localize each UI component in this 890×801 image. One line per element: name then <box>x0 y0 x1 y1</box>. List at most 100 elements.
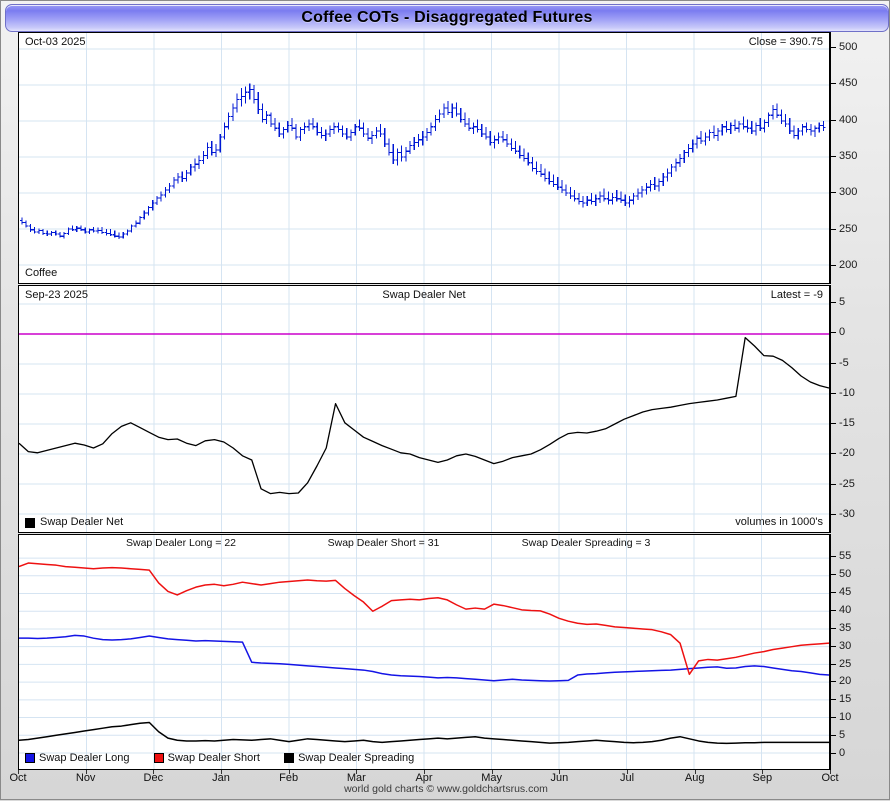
x-axis-tick-label: May <box>481 772 503 784</box>
x-axis-tick-label: Sep <box>752 772 773 784</box>
axis-tick-mark <box>830 362 836 364</box>
axis-tick-label: -20 <box>839 447 855 460</box>
x-axis-tick-label: Dec <box>143 772 164 784</box>
axis-tick-label: 30 <box>839 639 852 652</box>
legend-label-short: Swap Dealer Short <box>167 751 260 764</box>
lss-lines-svg <box>19 535 829 769</box>
axis-tick-label: -5 <box>839 356 849 369</box>
net-plot-area <box>19 286 829 532</box>
lss-plot-area <box>19 535 829 769</box>
axis-tick-mark <box>830 483 836 485</box>
axis-tick-mark <box>830 514 836 515</box>
axis-tick-label: 15 <box>839 693 852 706</box>
axis-tick-label: 200 <box>839 259 858 271</box>
square-swatch-icon <box>25 753 35 763</box>
x-axis-tick-label: Aug <box>684 772 705 784</box>
axis-spine <box>830 534 831 770</box>
axis-tick-mark <box>830 228 836 230</box>
axis-tick-label: 0 <box>839 747 846 759</box>
x-axis-tick-label: Mar <box>346 772 366 784</box>
price-ohlc-svg <box>19 33 829 283</box>
stat-swap-dealer-spreading: Swap Dealer Spreading = 3 <box>521 537 651 549</box>
axis-tick-label: 40 <box>839 603 852 616</box>
axis-tick-label: 10 <box>839 711 852 724</box>
net-title: Swap Dealer Net <box>382 289 466 301</box>
legend-item-spreading: Swap Dealer Spreading <box>284 752 414 764</box>
axis-tick-mark <box>830 302 836 303</box>
axis-tick-label: 500 <box>839 41 858 53</box>
axis-tick-mark <box>830 392 836 394</box>
axis-tick-label: 0 <box>839 326 846 339</box>
axis-tick-mark <box>830 83 836 85</box>
x-axis-tick-mark <box>85 770 87 774</box>
axis-tick-label: -10 <box>839 386 855 399</box>
page-title: Coffee COTs - Disaggregated Futures <box>301 9 593 26</box>
x-axis-tick-label: Nov <box>75 772 96 784</box>
x-axis-tick-mark <box>18 770 19 774</box>
stat-swap-dealer-long: Swap Dealer Long = 22 <box>125 537 237 549</box>
window-title-bar: Coffee COTs - Disaggregated Futures <box>5 4 889 32</box>
footer-attribution: world gold charts © www.goldchartsrus.co… <box>344 783 548 795</box>
axis-tick-label: 35 <box>839 621 852 634</box>
x-axis-tick-mark <box>627 770 628 774</box>
axis-tick-mark <box>830 265 836 266</box>
axis-tick-label: 5 <box>839 296 846 308</box>
x-axis-tick-mark <box>762 770 764 774</box>
net-units-label: volumes in 1000's <box>735 516 823 528</box>
x-axis-tick-mark <box>288 770 290 774</box>
x-axis-tick-mark <box>356 770 358 774</box>
axis-tick-mark <box>830 645 836 647</box>
price-date-label: Oct-03 2025 <box>25 36 86 48</box>
net-date-label: Sep-23 2025 <box>25 289 88 301</box>
square-swatch-icon <box>25 517 35 528</box>
axis-tick-mark <box>830 332 836 334</box>
net-legend-label: Swap Dealer Net <box>40 516 124 528</box>
axis-tick-label: 250 <box>839 222 858 235</box>
square-swatch-icon <box>284 753 295 763</box>
axis-tick-mark <box>830 556 836 558</box>
axis-tick-label: 300 <box>839 186 858 199</box>
net-legend: Swap Dealer Net <box>25 517 123 528</box>
net-latest-label: Latest = -9 <box>770 289 823 301</box>
axis-tick-mark <box>830 156 836 157</box>
axis-tick-label: 25 <box>839 657 852 670</box>
x-axis-tick-label: Apr <box>415 772 433 784</box>
net-line-svg <box>19 286 829 532</box>
axis-tick-label: 20 <box>839 675 852 688</box>
axis-spine <box>830 32 831 284</box>
stat-swap-dealer-short: Swap Dealer Short = 31 <box>327 537 440 549</box>
legend-item-short: Swap Dealer Short <box>153 751 260 764</box>
lss-legend: Swap Dealer Long Swap Dealer Short Swap … <box>25 751 414 767</box>
axis-tick-label: 45 <box>839 585 852 598</box>
axis-tick-mark <box>830 717 836 719</box>
x-axis-tick-label: Jun <box>550 772 569 784</box>
axis-tick-mark <box>830 591 836 593</box>
x-axis-tick-mark <box>830 770 831 774</box>
square-swatch-icon <box>153 753 164 763</box>
axis-tick-label: 350 <box>839 150 858 162</box>
price-close-label: Close = 390.75 <box>748 36 823 48</box>
axis-tick-mark <box>830 699 836 701</box>
long-short-spreading-panel: Swap Dealer Long = 22 Swap Dealer Short … <box>18 534 830 770</box>
x-axis-tick-label: Feb <box>279 772 299 784</box>
axis-spine <box>830 285 831 533</box>
x-axis-tick-mark <box>424 770 425 774</box>
x-axis-tick-mark <box>694 770 696 774</box>
price-series-label: Coffee <box>25 267 58 279</box>
x-axis-tick-mark <box>221 770 222 774</box>
axis-tick-mark <box>830 423 836 425</box>
net-y-axis: -30 -25 -20 -15 -10 -5 0 5 <box>830 285 888 533</box>
x-axis-tick-mark <box>491 770 493 774</box>
axis-tick-mark <box>830 453 836 455</box>
axis-tick-label: -15 <box>839 417 855 430</box>
axis-tick-mark <box>830 627 836 629</box>
x-axis-tick-mark <box>559 770 561 774</box>
axis-tick-label: 5 <box>839 729 846 742</box>
axis-tick-mark <box>830 119 836 121</box>
price-y-axis: 200 250 300 350 400 450 500 <box>830 32 888 284</box>
axis-tick-label: 55 <box>839 550 852 563</box>
swap-dealer-net-panel: Sep-23 2025 Swap Dealer Net Latest = -9 … <box>18 285 830 533</box>
x-axis-tick-label: Oct <box>9 772 27 784</box>
axis-tick-mark <box>830 192 836 194</box>
